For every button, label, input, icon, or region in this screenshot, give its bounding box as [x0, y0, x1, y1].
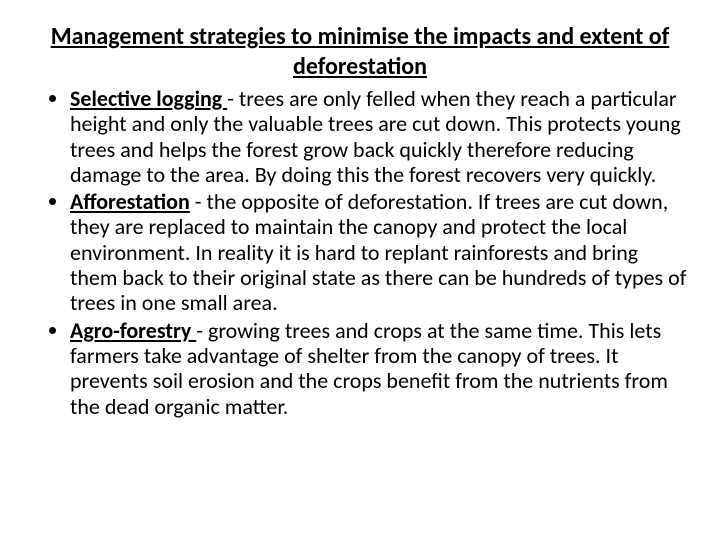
slide-title: Management strategies to minimise the im…: [30, 22, 690, 82]
slide: Management strategies to minimise the im…: [0, 0, 720, 540]
term: Agro-forestry: [70, 317, 196, 344]
list-item: Afforestation - the opposite of deforest…: [70, 189, 690, 315]
term: Afforestation: [70, 188, 190, 215]
list-item: Agro-forestry - growing trees and crops …: [70, 318, 690, 419]
bullet-list: Selective logging - trees are only felle…: [30, 86, 690, 419]
term: Selective logging: [70, 85, 227, 112]
list-item: Selective logging - trees are only felle…: [70, 86, 690, 187]
